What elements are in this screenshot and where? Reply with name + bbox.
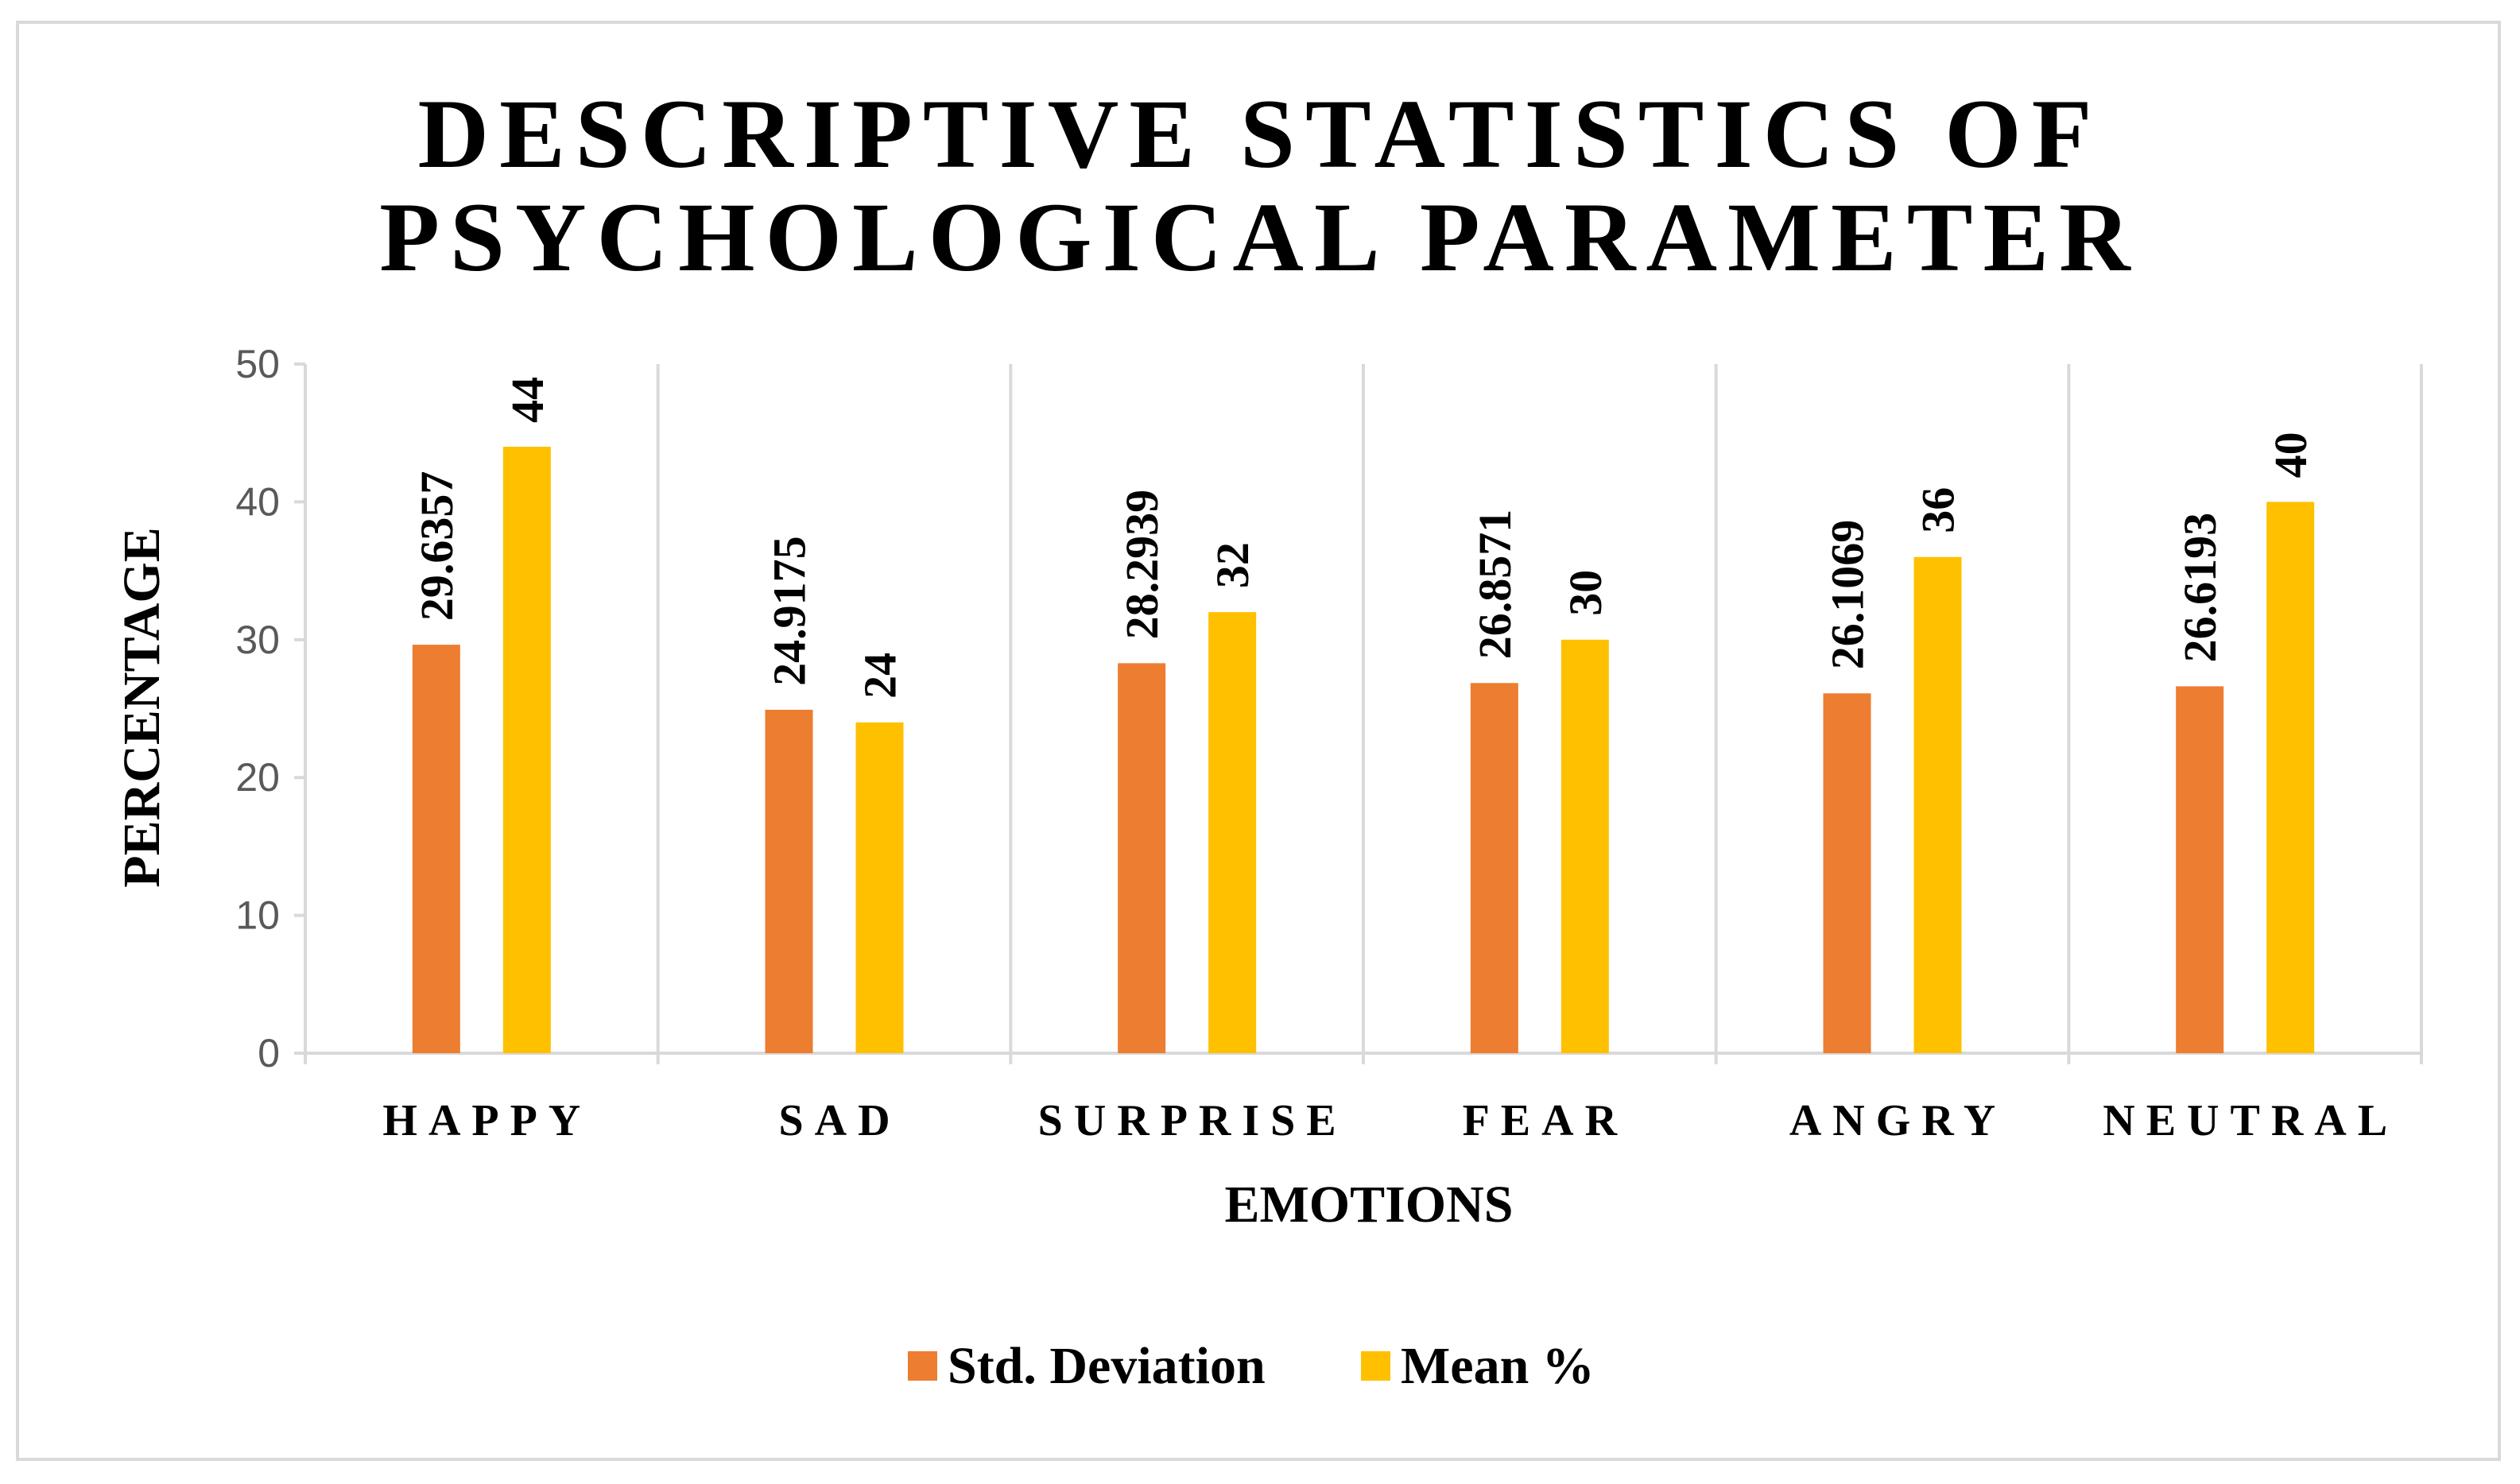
bar-mean-angry [1913, 556, 1962, 1053]
data-label: 36 [1913, 487, 1964, 533]
y-ticks: 0 10 20 30 40 50 [235, 342, 305, 1075]
data-label: 26.6193 [2174, 513, 2226, 663]
data-label: 24 [855, 653, 906, 699]
bar-std-deviation-neutral [2176, 686, 2224, 1053]
bar-std-deviation-sad [765, 709, 813, 1053]
bar-std-deviation-surprise [1118, 663, 1166, 1053]
data-label: 29.6357 [411, 471, 463, 622]
y-axis-title: PERCENTAGE [113, 527, 171, 888]
chart-title-line-2: PSYCHOLOGICAL PARAMETER [379, 183, 2140, 292]
bar-mean-surprise [1208, 612, 1257, 1053]
legend-label: Std. Deviation [948, 1337, 1266, 1395]
legend-swatch [1361, 1351, 1390, 1381]
x-tick-label: FEAR [1463, 1096, 1628, 1145]
legend-label: Mean % [1401, 1337, 1595, 1395]
bar-mean-happy [502, 447, 551, 1053]
x-tick-label: HAPPY [382, 1096, 591, 1145]
bar-std-deviation-angry [1823, 693, 1871, 1053]
legend: Std. Deviation Mean % [908, 1337, 1595, 1395]
bar-mean-sad [855, 722, 904, 1053]
chart-title-line-1: DESCRIPTIVE STATISTICS OF [418, 79, 2103, 188]
legend-item-std-deviation: Std. Deviation [908, 1337, 1266, 1395]
legend-item-mean: Mean % [1361, 1337, 1595, 1395]
x-tick-label: SAD [778, 1096, 901, 1145]
data-label: 32 [1207, 542, 1258, 588]
data-label: 40 [2265, 432, 2316, 478]
bar-std-deviation-happy [412, 645, 460, 1053]
y-tick-label: 50 [235, 342, 280, 386]
data-label: 26.1069 [1822, 520, 1874, 670]
x-axis-title: EMOTIONS [1224, 1176, 1513, 1234]
grid-lines [304, 364, 2423, 1064]
x-tick-label: ANGRY [1789, 1096, 2006, 1145]
data-label: 30 [1560, 570, 1611, 616]
y-tick-label: 10 [235, 893, 280, 938]
data-label: 26.8571 [1469, 510, 1521, 660]
data-label: 44 [502, 377, 553, 423]
bars [412, 447, 2315, 1053]
data-labels: 29.6357 24.9175 28.2939 26.8571 26.1069 26.61… [411, 377, 2316, 699]
y-tick-label: 20 [235, 755, 280, 800]
x-tick-labels: HAPPY SAD SURPRISE FEAR ANGRY NEUTRAL [382, 1096, 2398, 1145]
bar-mean-fear [1560, 639, 1609, 1053]
bar-std-deviation-fear [1470, 683, 1518, 1053]
y-tick-label: 40 [235, 479, 280, 524]
bar-mean-neutral [2266, 502, 2315, 1053]
x-tick-label: SURPRISE [1038, 1096, 1347, 1145]
y-tick-label: 0 [258, 1031, 280, 1075]
x-tick-label: NEUTRAL [2103, 1096, 2398, 1145]
data-label: 28.2939 [1116, 490, 1168, 640]
data-label: 24.9175 [764, 536, 816, 686]
y-tick-label: 30 [235, 618, 280, 662]
legend-swatch [908, 1351, 937, 1381]
